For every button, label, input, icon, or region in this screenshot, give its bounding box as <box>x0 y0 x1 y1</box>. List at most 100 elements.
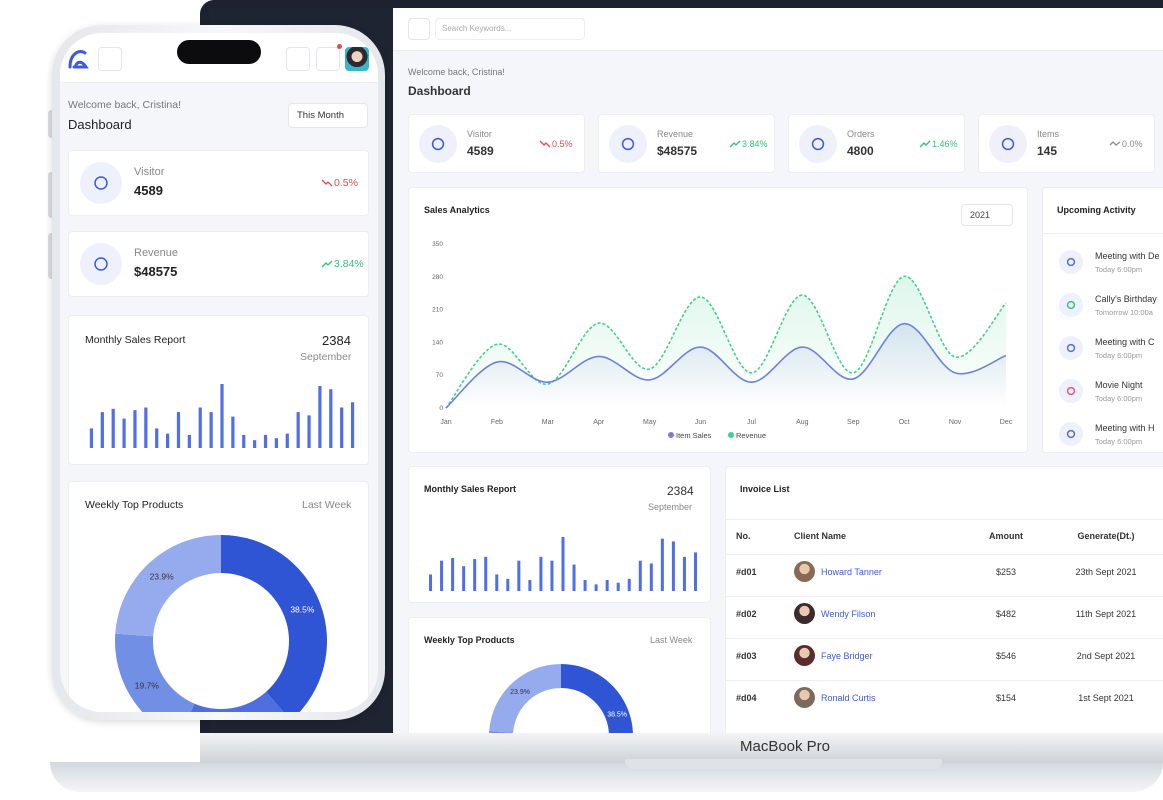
slice-label: 38.5% <box>290 604 315 614</box>
card-title: Monthly Sales Report <box>424 484 517 494</box>
upcoming-card: Upcoming Activity Meeting with De Today 6:… <box>1042 187 1163 453</box>
user-avatar[interactable] <box>345 47 369 71</box>
legend-dot <box>668 432 674 438</box>
search-box[interactable] <box>435 18 585 40</box>
y-tick-label: 70 <box>436 372 444 379</box>
bar <box>231 416 235 448</box>
year-dropdown[interactable] <box>961 204 1013 226</box>
client-avatar <box>794 603 815 624</box>
bar <box>274 438 278 448</box>
donut-slice <box>489 664 561 733</box>
bar <box>605 579 609 591</box>
stat-label: Revenue <box>134 247 179 259</box>
y-tick-label: 0 <box>439 405 443 412</box>
icon-glyph <box>621 137 635 151</box>
icon <box>799 125 837 163</box>
icon-bg <box>1059 250 1083 274</box>
bar <box>627 578 631 591</box>
laptop-shadow <box>50 762 1163 792</box>
divider <box>726 519 1163 520</box>
icon-glyph <box>811 137 825 151</box>
bar <box>583 579 587 591</box>
card-period: Last Week <box>650 635 693 645</box>
laptop-base: MacBook Pro <box>200 733 1163 769</box>
trend-line <box>729 140 741 148</box>
x-tick-label: Jan <box>440 419 451 426</box>
invoice-cell: $154 <box>995 693 1017 703</box>
card-title: Invoice List <box>740 484 790 494</box>
legend-label: Item Sales <box>676 431 712 440</box>
bar <box>340 407 344 448</box>
bar <box>572 564 576 591</box>
stat-card: Revenue $48575 3.84% <box>68 231 369 297</box>
bar <box>329 389 333 448</box>
invoice-cell: $253 <box>995 567 1017 577</box>
client-name: Howard Tanner <box>821 567 882 577</box>
bar <box>594 584 598 591</box>
notification-dot <box>337 44 342 49</box>
icon <box>1059 293 1083 317</box>
y-tick-label: 140 <box>432 339 443 346</box>
bar <box>649 563 653 591</box>
phone-side-button <box>48 233 54 279</box>
y-tick-label: 350 <box>432 241 443 248</box>
invoice-cell: #d03 <box>736 651 757 661</box>
icon-glyph <box>1001 137 1015 151</box>
card-title: Monthly Sales Report <box>85 334 186 346</box>
period-dropdown[interactable]: This Month <box>288 103 368 128</box>
activity-time: Today 6:00pm <box>1095 265 1143 274</box>
donut-slice <box>561 664 633 735</box>
donut-slice <box>221 535 327 712</box>
icon-bg <box>989 125 1027 163</box>
bar <box>122 418 126 448</box>
menu-button[interactable] <box>408 18 430 40</box>
stat-value: 4800 <box>847 144 874 158</box>
bar <box>253 440 257 448</box>
bar <box>495 574 499 591</box>
bar <box>155 428 159 448</box>
bar <box>100 412 104 448</box>
icon-glyph <box>1066 343 1076 353</box>
weekly-products-card: Weekly Top Products Last Week 38.5%19.7%23… <box>408 617 711 735</box>
bar <box>133 410 137 448</box>
bar-chart <box>89 384 355 448</box>
icon-bg <box>80 162 122 204</box>
icon-glyph <box>1066 300 1076 310</box>
bar <box>440 560 444 591</box>
column-header: Amount <box>989 531 1023 541</box>
trend-icon <box>729 140 741 148</box>
divider <box>1043 233 1163 234</box>
bar <box>242 434 246 448</box>
trend-line <box>321 179 333 187</box>
bar <box>693 552 697 591</box>
column-header: Client Name <box>794 531 847 541</box>
settings-button[interactable] <box>286 47 310 71</box>
activity-time: Tomorrow 10:00a <box>1095 308 1153 317</box>
row-divider <box>726 554 1163 555</box>
stat-value: 4589 <box>467 144 494 158</box>
sales-analytics-card: Sales Analytics 2021 0 70 140 210 280 350 Jan Feb… <box>408 187 1028 453</box>
icon-glyph <box>94 257 108 271</box>
bar <box>144 407 148 448</box>
notification-button[interactable] <box>316 47 340 71</box>
bar <box>296 412 300 448</box>
invoice-cell: $482 <box>995 609 1017 619</box>
line <box>445 322 1007 409</box>
donut-chart: 38.5% 19.7% 23.9% <box>115 535 327 712</box>
bar <box>451 557 455 591</box>
column-header: No. <box>736 531 751 541</box>
stat-value: $48575 <box>134 264 178 279</box>
column-header: Generate(Dt.) <box>1077 531 1135 541</box>
bar <box>616 582 620 591</box>
client-avatar <box>794 561 815 582</box>
laptop-screen: Search Keywords... Welcome back, Cristina… <box>210 8 1163 735</box>
bar <box>176 412 181 448</box>
icon-bg <box>80 243 122 285</box>
year-label: 2021 <box>970 210 991 220</box>
trend-icon <box>321 179 333 187</box>
x-tick-label: Oct <box>899 419 910 426</box>
report-month: September <box>300 351 352 363</box>
menu-button[interactable] <box>98 47 122 71</box>
client-avatar <box>794 687 815 708</box>
bar <box>561 537 565 591</box>
